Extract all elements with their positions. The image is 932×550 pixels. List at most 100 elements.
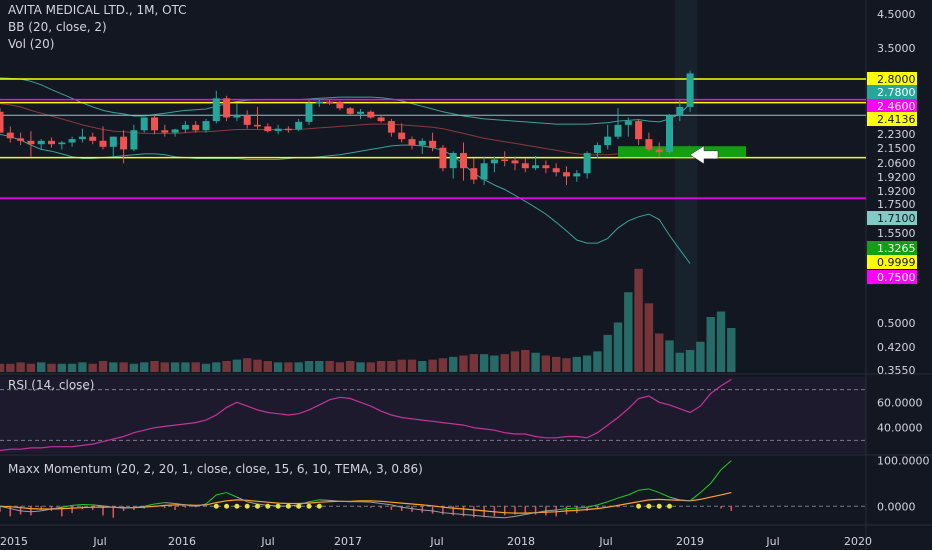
volume-bar-36 — [366, 362, 375, 372]
candle-body-62 — [635, 121, 643, 140]
volume-indicator-label[interactable]: Vol (20) — [8, 37, 55, 51]
price-label-bg-13 — [867, 255, 917, 269]
volume-bar-42 — [428, 359, 437, 372]
candle-body-67 — [686, 73, 694, 107]
candle-body-50 — [511, 160, 519, 164]
volume-bar-37 — [376, 361, 386, 372]
momentum-main-seg-63 — [638, 488, 649, 491]
volume-bar-53 — [541, 355, 551, 372]
candle-body-8 — [78, 136, 86, 140]
candle-body-4 — [37, 140, 45, 145]
candle-body-64 — [655, 149, 663, 153]
candle-body-41 — [418, 140, 426, 146]
momentum-main-seg-22 — [216, 492, 227, 496]
price-tick-7: 2.1500 — [877, 142, 916, 155]
candle-body-58 — [593, 145, 601, 154]
momentum-dot-3 — [244, 503, 250, 509]
momentum-indicator-label[interactable]: Maxx Momentum (20, 2, 20, 1, close, clos… — [8, 462, 423, 476]
candle-body-25 — [254, 124, 261, 127]
candle-body-2 — [17, 138, 25, 141]
bb-indicator-label[interactable]: BB (20, close, 2) — [8, 20, 107, 34]
momentum-main-seg-2 — [10, 508, 21, 512]
volume-bar-55 — [562, 358, 571, 372]
volume-bar-12 — [119, 362, 128, 372]
candle-body-53 — [542, 165, 550, 169]
momentum-dot-8 — [296, 503, 302, 509]
bb-basis-line — [0, 103, 691, 156]
volume-bar-71 — [727, 328, 736, 372]
time-tick-2: 2016 — [168, 535, 196, 548]
momentum-main-seg-25 — [247, 501, 258, 505]
price-label-13: 0.9999 — [877, 256, 916, 269]
candle-body-5 — [48, 140, 55, 145]
volume-bar-14 — [140, 362, 149, 372]
momentum-main-seg-58 — [586, 504, 598, 508]
candle-body-3 — [27, 140, 35, 145]
arrow-marker-icon — [689, 145, 719, 165]
momentum-main-seg-62 — [628, 489, 639, 496]
candle-body-56 — [573, 173, 581, 177]
momentum-dot-2 — [234, 503, 240, 509]
candle-body-27 — [274, 128, 282, 132]
momentum-main-seg-54 — [545, 509, 557, 512]
candle-body-40 — [408, 139, 416, 146]
volume-bar-32 — [325, 361, 334, 372]
momentum-main-seg-65 — [658, 492, 670, 498]
momentum-main-seg-30 — [298, 501, 310, 506]
momentum-legend: Maxx Momentum (20, 2, 20, 1, close, clos… — [8, 461, 423, 478]
volume-bar-0 — [0, 363, 5, 372]
momentum-dot-1 — [224, 503, 230, 509]
momentum-main-seg-23 — [226, 492, 238, 498]
momentum-main-seg-1 — [0, 505, 11, 510]
momentum-main-seg-67 — [679, 499, 691, 502]
bb-upper-band — [0, 77, 691, 125]
momentum-main-seg-39 — [391, 504, 402, 508]
candle-body-39 — [398, 132, 406, 140]
candle-body-30 — [305, 103, 313, 122]
volume-bar-17 — [170, 362, 180, 372]
volume-bar-33 — [335, 362, 345, 372]
candle-body-23 — [233, 116, 241, 118]
candle-body-29 — [295, 121, 303, 130]
candle-body-38 — [387, 121, 395, 133]
momentum-dot-7 — [285, 503, 291, 509]
momentum-dot-9 — [306, 503, 312, 509]
volume-bar-39 — [397, 359, 406, 372]
price-tick-18: 0.4200 — [877, 341, 916, 354]
price-label-12: 1.3265 — [877, 242, 916, 255]
rsi-tick-0: 60.0000 — [877, 396, 923, 409]
volume-bar-26 — [263, 361, 272, 372]
momentum-main-seg-61 — [617, 494, 629, 499]
volume-bar-19 — [191, 362, 200, 372]
price-label-10: 1.7100 — [877, 212, 916, 225]
price-tick-1: 3.5000 — [877, 42, 916, 55]
candle-body-63 — [645, 139, 653, 150]
candle-body-42 — [429, 140, 437, 148]
volume-bar-3 — [26, 363, 36, 372]
volume-bar-23 — [232, 359, 242, 372]
price-label-bg-0 — [867, 72, 917, 86]
rsi-tick-1: 40.0000 — [877, 422, 923, 435]
candle-body-55 — [563, 172, 570, 177]
volume-bar-58 — [593, 351, 602, 372]
time-tick-5: Jul — [429, 535, 443, 548]
rsi-indicator-label[interactable]: RSI (14, close) — [8, 378, 95, 392]
time-tick-1: Jul — [92, 535, 106, 548]
candle-body-14 — [140, 117, 148, 131]
candle-body-44 — [449, 153, 457, 169]
momentum-main-seg-11 — [102, 505, 114, 508]
momentum-main-seg-42 — [422, 509, 433, 512]
candle-body-1 — [6, 132, 14, 139]
volume-bar-68 — [696, 341, 705, 372]
momentum-main-seg-60 — [607, 497, 619, 503]
volume-bar-28 — [284, 362, 293, 372]
momentum-main-seg-55 — [556, 508, 567, 511]
volume-bar-40 — [407, 359, 417, 372]
momentum-main-seg-52 — [525, 512, 536, 516]
symbol-title[interactable]: AVITA MEDICAL LTD., 1M, OTC — [8, 3, 187, 17]
candle-body-10 — [99, 140, 107, 147]
volume-bar-2 — [16, 362, 25, 372]
momentum-dot-6 — [275, 503, 281, 509]
momentum-dot-14 — [667, 503, 672, 509]
volume-bar-46 — [469, 354, 478, 372]
